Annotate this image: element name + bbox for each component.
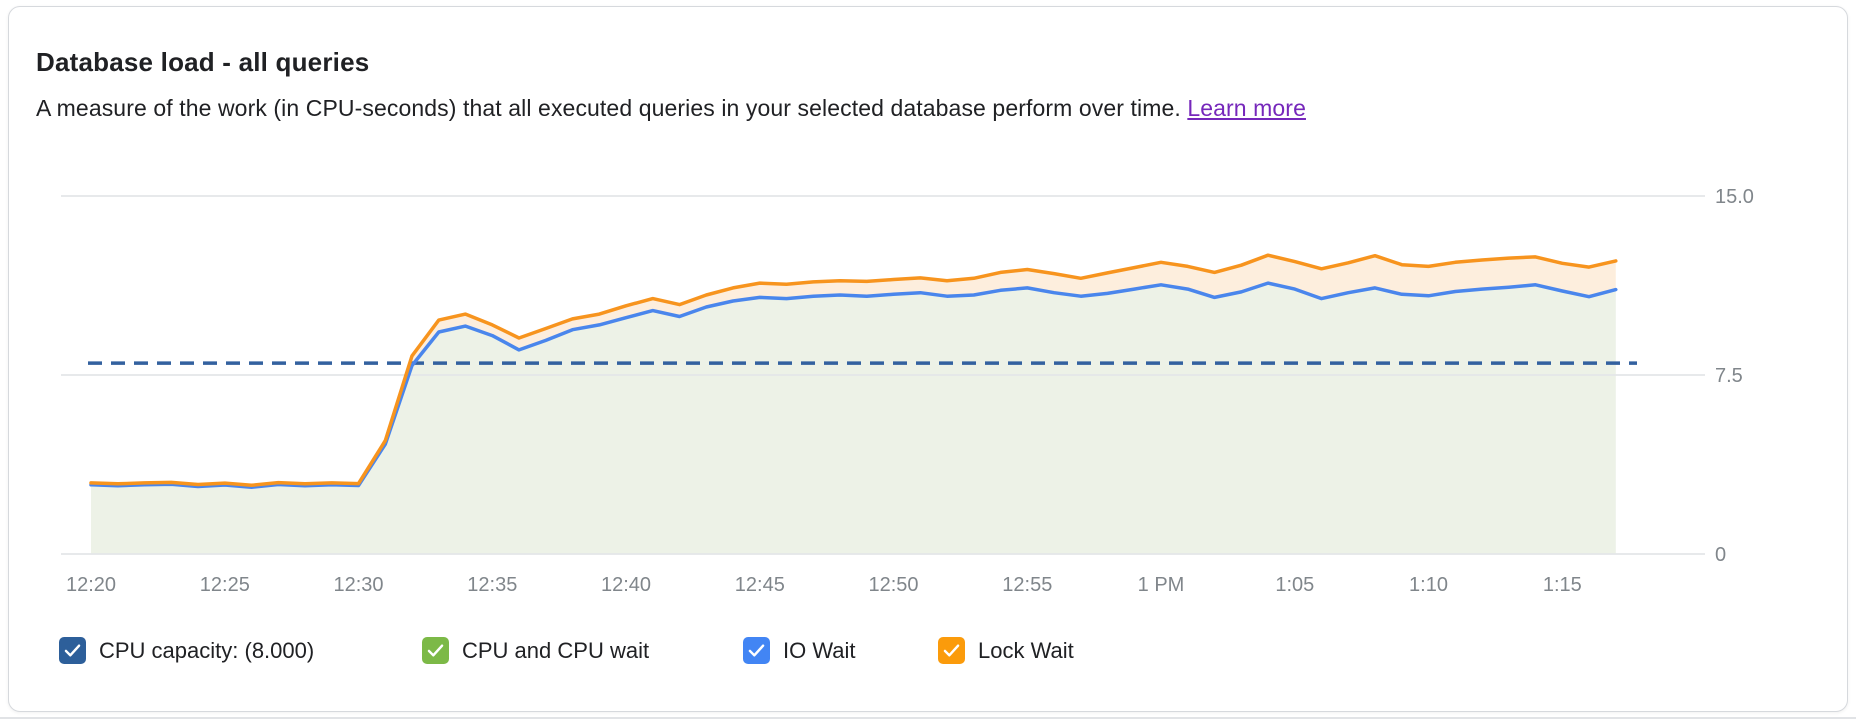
x-axis-label-12-25: 12:25	[200, 574, 250, 596]
legend-checkbox-lock-wait[interactable]	[938, 637, 965, 664]
checkmark-icon	[748, 644, 765, 657]
x-axis-label-12-30: 12:30	[333, 574, 383, 596]
x-axis-label-12-35: 12:35	[467, 574, 517, 596]
legend-item-cpu-capacity-8-000[interactable]: CPU capacity: (8.000)	[59, 637, 314, 664]
learn-more-link[interactable]: Learn more	[1187, 95, 1306, 121]
legend-checkbox-cpu-capacity-8-000[interactable]	[59, 637, 86, 664]
legend-label-cpu-capacity-8-000: CPU capacity: (8.000)	[99, 637, 315, 663]
x-axis-label-12-40: 12:40	[601, 574, 651, 596]
y-axis-label-7.5: 7.5	[1715, 365, 1743, 387]
checkmark-icon	[427, 644, 444, 657]
x-axis-label-1-15: 1:15	[1543, 574, 1582, 596]
page-bottom-divider	[0, 717, 1856, 719]
y-axis-label-0: 0	[1715, 544, 1726, 566]
lock-wait-line	[89, 253, 1618, 488]
legend-checkbox-cpu-and-cpu-wait[interactable]	[422, 637, 449, 664]
chart-description-text: A measure of the work (in CPU-seconds) t…	[36, 95, 1181, 121]
x-axis-label-12-20: 12:20	[66, 574, 116, 596]
legend-label-cpu-and-cpu-wait: CPU and CPU wait	[462, 637, 650, 663]
legend-item-lock-wait[interactable]: Lock Wait	[938, 637, 1074, 664]
checkmark-icon	[943, 644, 960, 657]
lock-wait-band-fill	[91, 255, 1616, 488]
legend-label-io-wait: IO Wait	[783, 637, 856, 663]
legend-label-lock-wait: Lock Wait	[978, 637, 1074, 663]
legend-checkbox-io-wait[interactable]	[743, 637, 770, 664]
x-axis-label-12-50: 12:50	[868, 574, 918, 596]
load-chart[interactable]: 0 7.5 15.0 12:20 12:25 12:30 12:35 12:40 12:45 12…	[9, 151, 1847, 611]
y-axis-label-15.0: 15.0	[1715, 186, 1754, 208]
chart-legend: CPU capacity: (8.000) CPU and CPU wait IO …	[9, 637, 1847, 673]
io-wait-line	[89, 281, 1618, 489]
x-axis-label-1-10: 1:10	[1409, 574, 1448, 596]
legend-item-cpu-and-cpu-wait[interactable]: CPU and CPU wait	[422, 637, 649, 664]
database-load-card: Database load - all queries A measure of…	[8, 6, 1848, 712]
x-axis-label-12-45: 12:45	[735, 574, 785, 596]
chart-description: A measure of the work (in CPU-seconds) t…	[36, 95, 1306, 122]
x-axis-label-12-55: 12:55	[1002, 574, 1052, 596]
legend-item-io-wait[interactable]: IO Wait	[743, 637, 856, 664]
checkmark-icon	[64, 644, 81, 657]
chart-title: Database load - all queries	[36, 47, 370, 77]
x-axis-label-1-PM: 1 PM	[1138, 574, 1185, 596]
cpu-wait-area-fill	[91, 283, 1616, 554]
x-axis-label-1-05: 1:05	[1275, 574, 1314, 596]
